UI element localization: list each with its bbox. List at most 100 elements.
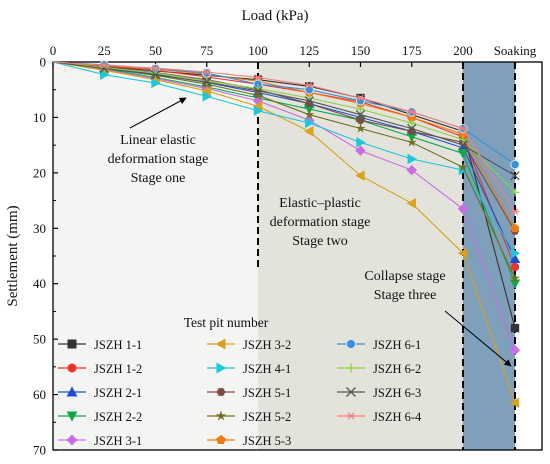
data-point [458, 162, 468, 172]
series-line [52, 61, 516, 177]
data-point [406, 164, 417, 176]
data-point [510, 272, 520, 283]
data-point [457, 149, 469, 159]
data-point [216, 388, 226, 396]
legend-title: Test pit number [184, 315, 269, 330]
band-stage-three [463, 62, 515, 450]
series-layer [52, 60, 521, 409]
data-point [458, 140, 468, 150]
x-tick-label: 75 [200, 43, 213, 58]
data-point [202, 91, 212, 102]
data-point [355, 109, 366, 120]
stage-one-label-line: Stage one [131, 171, 186, 186]
data-point [509, 397, 520, 409]
x-tick-label: 50 [149, 43, 162, 58]
data-point [215, 338, 226, 350]
stage-three-label-line: Stage three [374, 288, 437, 303]
y-tick-label: 40 [33, 276, 46, 291]
stage-one-label-line: Linear elastic [120, 133, 196, 148]
data-point [67, 339, 77, 349]
legend-item: JSZH 5-1 [207, 386, 291, 400]
x-tick-label: 0 [50, 43, 57, 58]
legend-item: JSZH 6-4 [337, 410, 422, 424]
data-point [356, 94, 365, 102]
legend-label: JSZH 2-2 [94, 410, 142, 424]
data-point [355, 145, 366, 156]
data-point [510, 323, 520, 333]
series-jszh-6-4 [52, 61, 520, 216]
legend: Test pit number JSZH 1-1 JSZH 1-2 JSZH 2-1 J… [58, 315, 422, 448]
data-point [510, 223, 520, 233]
series-line [52, 61, 516, 284]
x-tick-label: 100 [248, 43, 268, 58]
data-point [458, 135, 468, 144]
y-tick-label: 50 [33, 332, 46, 347]
data-point [100, 69, 110, 80]
legend-item: JSZH 5-3 [207, 434, 291, 448]
data-point [510, 262, 520, 272]
legend-item: JSZH 5-2 [207, 410, 291, 424]
series-line [52, 61, 516, 193]
data-point [510, 208, 520, 216]
data-point [346, 339, 356, 349]
data-point [304, 85, 314, 95]
y-tick-label: 60 [33, 387, 46, 402]
band-stage-one [53, 62, 258, 450]
data-point [346, 412, 356, 420]
data-point [201, 85, 211, 97]
y-tick-label: 10 [33, 110, 46, 125]
series-line [52, 61, 516, 212]
data-point [66, 434, 78, 446]
legend-item: JSZH 3-1 [58, 434, 142, 448]
data-point [202, 68, 211, 76]
data-point [100, 61, 109, 69]
legend-item: JSZH 1-1 [58, 338, 142, 352]
stage-annotations: Linear elastic deformation stage Stage one… [108, 97, 512, 367]
series-line [52, 61, 516, 268]
legend-item: JSZH 6-2 [337, 362, 421, 376]
data-point [304, 126, 314, 137]
data-point [305, 117, 315, 129]
data-point [510, 188, 520, 197]
stage-one-label-line: deformation stage [108, 152, 209, 167]
data-point [356, 137, 366, 148]
legend-label: JSZH 3-1 [94, 434, 142, 448]
legend-label: JSZH 1-2 [94, 362, 142, 376]
data-point [407, 108, 416, 116]
data-point [253, 74, 263, 81]
x-tick-label: Soaking [494, 43, 537, 58]
legend-item: JSZH 1-2 [58, 362, 142, 376]
data-point [151, 77, 161, 89]
data-point [510, 159, 520, 170]
series-line [52, 61, 516, 254]
legend-item: JSZH 6-1 [337, 338, 421, 352]
y-tick-label: 30 [33, 221, 46, 236]
legend-label: JSZH 6-3 [373, 386, 421, 400]
legend-label: JSZH 3-2 [243, 338, 291, 352]
data-point [150, 70, 161, 80]
data-point [355, 170, 365, 181]
data-point [66, 411, 78, 422]
data-point [202, 68, 212, 78]
data-point [510, 170, 520, 181]
stage-two-label-line: Elastic–plastic [279, 196, 361, 211]
data-point [457, 248, 468, 259]
data-point [346, 387, 356, 397]
data-point [355, 123, 366, 133]
x-tick-label: 25 [98, 43, 111, 58]
y-tick-label: 20 [33, 165, 46, 180]
data-point [356, 104, 365, 114]
data-point [66, 386, 78, 397]
y-tick-label: 70 [33, 443, 46, 458]
data-point [356, 116, 365, 124]
legend-item: JSZH 4-1 [207, 362, 291, 376]
legend-label: JSZH 6-2 [373, 362, 421, 376]
legend-item: JSZH 2-1 [58, 386, 142, 400]
legend-label: JSZH 2-1 [94, 386, 142, 400]
y-axis-title: Settlement (mm) [5, 205, 21, 306]
series-jszh-6-2 [52, 61, 520, 197]
axes: 0 25 50 75 100 125 150 175 200 Soaking Load (kPa) 0… [5, 8, 543, 458]
data-point [509, 345, 521, 356]
series-jszh-4-1 [52, 61, 521, 259]
